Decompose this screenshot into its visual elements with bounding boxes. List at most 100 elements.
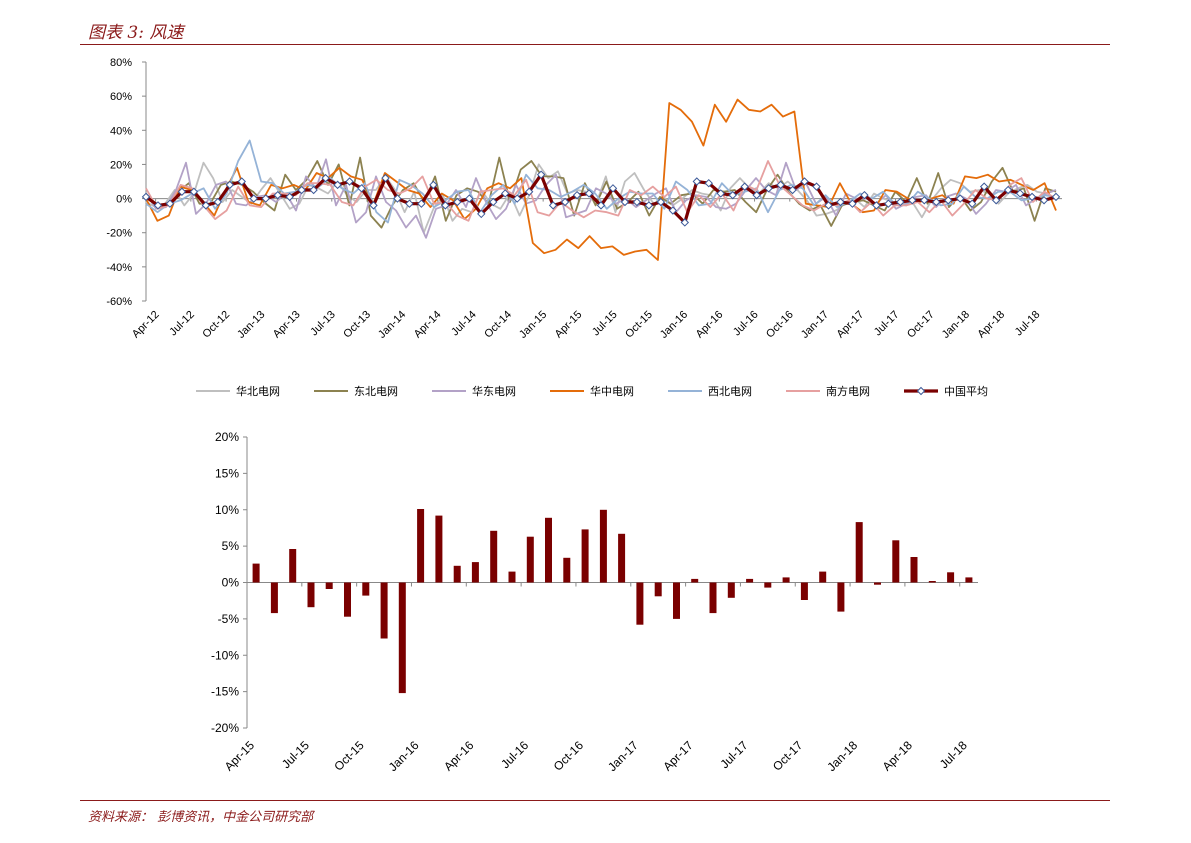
x-tick-label: Jan-17 bbox=[799, 309, 831, 341]
series-marker bbox=[884, 199, 893, 208]
y-tick-label: -20% bbox=[211, 721, 239, 735]
bar bbox=[636, 582, 644, 625]
x-tick-label: Jul-13 bbox=[308, 309, 338, 339]
series-marker bbox=[165, 199, 175, 208]
series-marker bbox=[979, 182, 989, 191]
series-marker bbox=[872, 201, 881, 210]
footer-rule bbox=[80, 800, 1110, 801]
series-marker bbox=[668, 206, 678, 215]
series-marker bbox=[728, 190, 737, 200]
legend-label: 南方电网 bbox=[826, 384, 870, 398]
x-tick-label: Oct-15 bbox=[623, 309, 655, 341]
series-marker bbox=[632, 197, 642, 207]
bar bbox=[398, 582, 406, 694]
series-marker bbox=[908, 196, 917, 205]
series-marker bbox=[237, 177, 246, 186]
bar bbox=[435, 515, 443, 583]
bar bbox=[691, 578, 699, 583]
series-marker bbox=[788, 185, 797, 195]
series-marker bbox=[249, 194, 258, 203]
series-marker bbox=[848, 199, 857, 208]
bar bbox=[307, 582, 315, 608]
bar bbox=[928, 581, 936, 583]
bar bbox=[910, 557, 918, 583]
x-tick-label: Apr-18 bbox=[975, 309, 1007, 341]
bar bbox=[270, 582, 278, 614]
x-tick-label: Apr-18 bbox=[880, 738, 916, 774]
x-tick-label: Apr-16 bbox=[441, 738, 477, 774]
series-marker bbox=[321, 173, 330, 183]
series-marker bbox=[201, 201, 211, 210]
series-marker bbox=[752, 190, 761, 200]
x-tick-label: Jul-17 bbox=[718, 738, 751, 771]
series-marker bbox=[967, 199, 977, 208]
bar bbox=[325, 582, 333, 589]
legend-label: 华北电网 bbox=[236, 384, 280, 398]
x-tick-label: Jul-14 bbox=[449, 309, 479, 339]
x-tick-label: Apr-17 bbox=[660, 738, 696, 774]
legend-label: 西北电网 bbox=[708, 385, 752, 398]
series-marker bbox=[501, 189, 510, 198]
series-marker bbox=[177, 187, 187, 196]
bar bbox=[289, 549, 297, 583]
y-tick-label: -5% bbox=[218, 612, 240, 626]
series-marker bbox=[393, 194, 402, 203]
y-tick-label: 20% bbox=[110, 159, 132, 171]
series-marker bbox=[141, 192, 151, 202]
x-tick-label: Apr-15 bbox=[222, 738, 258, 774]
series-marker bbox=[860, 190, 869, 200]
series-marker bbox=[932, 197, 941, 207]
series-marker bbox=[297, 185, 306, 195]
bar bbox=[563, 557, 571, 583]
legend-marker bbox=[916, 386, 926, 396]
x-tick-label: Jul-16 bbox=[498, 738, 531, 771]
bar bbox=[344, 582, 351, 617]
y-tick-label: -20% bbox=[106, 228, 132, 240]
x-tick-label: Jan-16 bbox=[386, 738, 422, 774]
x-tick-label: Apr-17 bbox=[835, 309, 867, 341]
bar bbox=[581, 529, 589, 583]
bar bbox=[837, 582, 845, 612]
series-marker bbox=[1003, 185, 1013, 195]
series-marker bbox=[213, 197, 223, 207]
bar bbox=[545, 517, 552, 583]
series-marker bbox=[273, 190, 282, 200]
series-marker bbox=[692, 177, 701, 186]
series-marker bbox=[824, 201, 833, 210]
x-tick-label: Apr-14 bbox=[412, 309, 444, 341]
x-tick-label: Jan-13 bbox=[235, 309, 267, 341]
series-marker bbox=[309, 185, 318, 195]
y-tick-label: 0% bbox=[222, 576, 240, 590]
x-tick-label: Jul-18 bbox=[1013, 309, 1043, 339]
x-tick-label: Apr-12 bbox=[130, 309, 162, 341]
x-tick-label: Apr-15 bbox=[553, 309, 585, 341]
series-marker bbox=[944, 196, 953, 205]
series-marker bbox=[333, 180, 342, 190]
series-marker bbox=[465, 194, 474, 203]
figure-title: 图表 3: 风速 bbox=[88, 23, 184, 43]
series-marker bbox=[800, 177, 809, 186]
legend-label: 华中电网 bbox=[590, 384, 634, 398]
series-marker bbox=[896, 197, 905, 207]
series-marker bbox=[704, 178, 713, 188]
series-marker bbox=[429, 180, 438, 190]
bar bbox=[727, 582, 735, 598]
bar bbox=[709, 582, 717, 614]
x-tick-label: Jul-15 bbox=[590, 309, 620, 339]
bar bbox=[453, 565, 461, 583]
bar bbox=[819, 571, 827, 583]
y-tick-label: 80% bbox=[110, 57, 132, 69]
series-line bbox=[145, 98, 1057, 261]
series-marker bbox=[716, 189, 725, 198]
bar bbox=[526, 536, 534, 583]
series-marker bbox=[764, 184, 773, 193]
series-marker bbox=[644, 201, 654, 210]
bar bbox=[490, 530, 498, 583]
x-tick-label: Jan-15 bbox=[517, 309, 549, 341]
y-tick-label: 15% bbox=[215, 466, 239, 480]
x-tick-label: Oct-16 bbox=[764, 309, 796, 341]
x-tick-label: Apr-13 bbox=[271, 309, 303, 341]
series-marker bbox=[357, 184, 366, 193]
series-marker bbox=[153, 201, 163, 210]
bar bbox=[874, 582, 881, 585]
